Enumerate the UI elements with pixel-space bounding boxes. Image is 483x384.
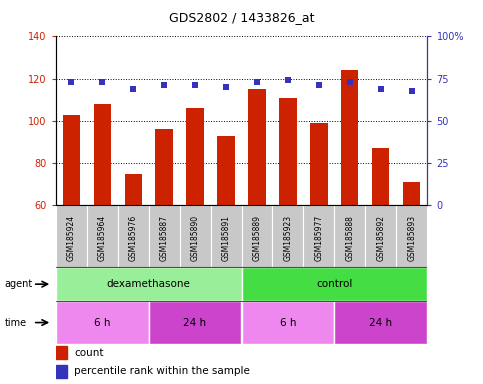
Bar xyxy=(311,123,327,205)
Text: GSM185964: GSM185964 xyxy=(98,215,107,261)
Bar xyxy=(303,205,334,267)
Point xyxy=(160,83,168,89)
Text: agent: agent xyxy=(5,279,33,289)
Bar xyxy=(156,129,172,205)
Bar xyxy=(56,346,67,359)
Text: dexamethasone: dexamethasone xyxy=(107,279,190,289)
Text: 6 h: 6 h xyxy=(280,318,296,328)
Point xyxy=(377,86,385,92)
Bar xyxy=(242,301,334,344)
Text: GSM185890: GSM185890 xyxy=(190,215,199,261)
Bar xyxy=(211,205,242,267)
Point xyxy=(222,84,230,90)
Bar xyxy=(149,205,180,267)
Text: percentile rank within the sample: percentile rank within the sample xyxy=(74,366,250,376)
Point xyxy=(129,86,137,92)
Text: count: count xyxy=(74,348,104,358)
Point xyxy=(408,88,416,94)
Bar xyxy=(280,98,297,205)
Text: GSM185977: GSM185977 xyxy=(314,215,324,261)
Bar xyxy=(372,149,389,205)
Bar xyxy=(248,89,266,205)
Bar xyxy=(94,104,111,205)
Bar xyxy=(341,70,358,205)
Bar xyxy=(334,205,366,267)
Point xyxy=(191,83,199,89)
Text: GSM185923: GSM185923 xyxy=(284,215,293,261)
Text: control: control xyxy=(316,279,353,289)
Text: time: time xyxy=(5,318,27,328)
Bar xyxy=(56,301,149,344)
Text: 24 h: 24 h xyxy=(184,318,207,328)
Bar xyxy=(56,205,86,267)
Text: GSM185893: GSM185893 xyxy=(408,215,416,261)
Bar xyxy=(217,136,235,205)
Bar xyxy=(242,205,272,267)
Text: GSM185924: GSM185924 xyxy=(67,215,75,261)
Bar xyxy=(272,205,303,267)
Text: 24 h: 24 h xyxy=(369,318,393,328)
Point xyxy=(98,79,106,85)
Bar xyxy=(117,205,149,267)
Point xyxy=(284,77,292,83)
Bar xyxy=(366,205,397,267)
Text: GSM185887: GSM185887 xyxy=(159,215,169,261)
Text: GSM185892: GSM185892 xyxy=(376,215,385,261)
Bar xyxy=(397,205,427,267)
Text: GSM185891: GSM185891 xyxy=(222,215,230,261)
Text: GDS2802 / 1433826_at: GDS2802 / 1433826_at xyxy=(169,11,314,24)
Bar xyxy=(125,174,142,205)
Text: 6 h: 6 h xyxy=(94,318,110,328)
Point xyxy=(253,79,261,85)
Bar xyxy=(242,267,427,301)
Bar xyxy=(180,205,211,267)
Bar xyxy=(62,115,80,205)
Bar xyxy=(56,365,67,377)
Point xyxy=(315,83,323,89)
Bar xyxy=(56,267,242,301)
Bar xyxy=(334,301,427,344)
Text: GSM185889: GSM185889 xyxy=(253,215,261,261)
Point xyxy=(67,79,75,85)
Bar xyxy=(403,182,421,205)
Text: GSM185976: GSM185976 xyxy=(128,215,138,261)
Bar xyxy=(149,301,242,344)
Point xyxy=(346,79,354,85)
Bar xyxy=(186,108,203,205)
Bar xyxy=(86,205,117,267)
Text: GSM185888: GSM185888 xyxy=(345,215,355,260)
